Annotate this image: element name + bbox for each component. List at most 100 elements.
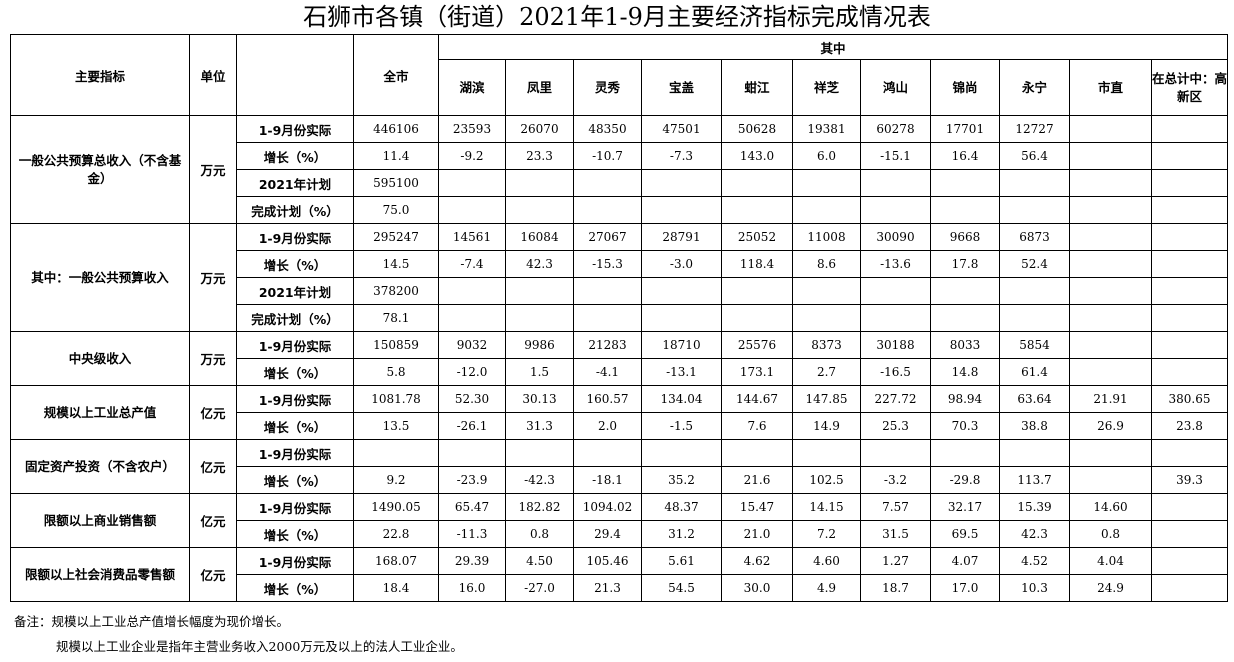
header-row-1: 主要指标 单位 全市 其中 [10, 34, 1229, 116]
town-value-cell: 0.8 [505, 520, 574, 548]
town-value-cell [1150, 358, 1229, 386]
city-value-cell: 595100 [353, 169, 439, 197]
section-unit: 亿元 [189, 385, 237, 440]
town-value-cell: 18710 [641, 331, 722, 359]
town-value-cell [1069, 142, 1152, 170]
town-value-cell: 16.4 [930, 142, 1000, 170]
town-value-cell: -15.3 [573, 250, 642, 278]
town-value-cell: -7.3 [641, 142, 722, 170]
town-value-cell: 102.5 [792, 466, 861, 494]
header-row-2: 湖滨 凤里 灵秀 宝盖 蚶江 祥芝 鸿山 锦尚 永宁 市直 在总计中：高新区 [11, 59, 1229, 116]
section-unit: 亿元 [189, 547, 237, 602]
town-value-cell: 21.0 [721, 520, 793, 548]
town-value-cell: 17.8 [930, 250, 1000, 278]
town-value-cell [1150, 520, 1229, 548]
city-value-cell: 5.8 [353, 358, 439, 386]
town-value-cell: 24.9 [1069, 574, 1152, 602]
town-value-cell [721, 439, 793, 467]
town-value-cell: 18.7 [860, 574, 931, 602]
town-value-cell: 29.39 [438, 547, 506, 575]
town-value-cell: 5.61 [641, 547, 722, 575]
town-value-cell: 31.5 [860, 520, 931, 548]
table-row: 2021年计划 595100 [11, 169, 1229, 197]
town-value-cell [573, 169, 642, 197]
section-unit: 万元 [189, 115, 237, 224]
row-label: 1-9月份实际 [236, 493, 354, 521]
town-value-cell [860, 196, 931, 224]
town-value-cell [1150, 277, 1229, 305]
town-value-cell: 7.2 [792, 520, 861, 548]
town-value-cell: 4.50 [505, 547, 574, 575]
town-value-cell [1069, 223, 1152, 251]
town-value-cell [438, 196, 506, 224]
row-label: 1-9月份实际 [236, 547, 354, 575]
town-value-cell: 25576 [721, 331, 793, 359]
town-value-cell [641, 277, 722, 305]
section-name: 其中：一般公共预算收入 [10, 223, 190, 332]
table-row: 增长（%） 22.8 -11.3 0.8 29.4 31.2 21.0 7.2 31.5 69.5… [11, 520, 1229, 548]
town-value-cell: 63.64 [999, 385, 1070, 413]
town-value-cell [1150, 169, 1229, 197]
town-value-cell: 8.6 [792, 250, 861, 278]
town-value-cell [438, 277, 506, 305]
section-name: 限额以上商业销售额 [10, 493, 190, 548]
town-value-cell: 6.0 [792, 142, 861, 170]
header-unit: 单位 [189, 34, 237, 116]
section-unit: 万元 [189, 331, 237, 386]
row-label: 1-9月份实际 [236, 223, 354, 251]
header-town: 锦尚 [930, 59, 1000, 116]
town-value-cell: 17701 [930, 115, 1000, 143]
town-value-cell: 23.3 [505, 142, 574, 170]
town-value-cell: 11008 [792, 223, 861, 251]
town-value-cell: 173.1 [721, 358, 793, 386]
town-value-cell [792, 169, 861, 197]
town-value-cell [505, 169, 574, 197]
row-label: 增长（%） [236, 142, 354, 170]
table-row: 固定资产投资（不含农户） 亿元 1-9月份实际 [10, 439, 1229, 494]
page-title: 石狮市各镇（街道）2021年1-9月主要经济指标完成情况表 [303, 3, 931, 31]
header-town: 永宁 [999, 59, 1070, 116]
town-value-cell: 113.7 [999, 466, 1070, 494]
town-value-cell [641, 439, 722, 467]
town-value-cell [1069, 169, 1152, 197]
town-value-cell: 4.9 [792, 574, 861, 602]
town-value-cell: 60278 [860, 115, 931, 143]
town-value-cell: 6873 [999, 223, 1070, 251]
town-value-cell: 17.0 [930, 574, 1000, 602]
town-value-cell: -4.1 [573, 358, 642, 386]
town-value-cell: -7.4 [438, 250, 506, 278]
table-row: 完成计划（%） 78.1 [11, 304, 1229, 332]
section-unit: 亿元 [189, 439, 237, 494]
row-label: 2021年计划 [236, 277, 354, 305]
town-value-cell: 26070 [505, 115, 574, 143]
note-line-2: 规模以上工业企业是指年主营业务收入2000万元及以上的法人工业企业。 [56, 639, 463, 654]
table-row: 增长（%） 5.8 -12.0 1.5 -4.1 -13.1 173.1 2.7 -16.5 14… [11, 358, 1229, 386]
town-value-cell: 144.67 [721, 385, 793, 413]
table-row: 完成计划（%） 75.0 [11, 196, 1229, 224]
town-value-cell [438, 439, 506, 467]
city-value-cell: 13.5 [353, 412, 439, 440]
table-body: 一般公共预算总收入（不含基金） 万元 1-9月份实际 446106 23593 26070… [10, 115, 1229, 602]
town-value-cell: 4.62 [721, 547, 793, 575]
table-row: 2021年计划 378200 [11, 277, 1229, 305]
table-row: 中央级收入 万元 1-9月份实际 150859 9032 9986 21283 18710 25… [10, 331, 1229, 386]
town-value-cell [1069, 358, 1152, 386]
town-value-cell: 4.07 [930, 547, 1000, 575]
town-value-cell: 61.4 [999, 358, 1070, 386]
note-line-1: 备注：规模以上工业总产值增长幅度为现价增长。 [14, 614, 290, 629]
town-value-cell: 52.30 [438, 385, 506, 413]
town-value-cell [792, 277, 861, 305]
town-value-cell [721, 277, 793, 305]
table-row: 一般公共预算总收入（不含基金） 万元 1-9月份实际 446106 23593 26070… [10, 115, 1229, 224]
town-value-cell: -9.2 [438, 142, 506, 170]
town-value-cell [1150, 439, 1229, 467]
town-value-cell: -3.2 [860, 466, 931, 494]
row-label: 增长（%） [236, 466, 354, 494]
town-value-cell [792, 439, 861, 467]
town-value-cell: 160.57 [573, 385, 642, 413]
town-value-cell: 19381 [792, 115, 861, 143]
town-value-cell: 98.94 [930, 385, 1000, 413]
city-value-cell: 11.4 [353, 142, 439, 170]
town-value-cell: 16.0 [438, 574, 506, 602]
town-value-cell: 35.2 [641, 466, 722, 494]
